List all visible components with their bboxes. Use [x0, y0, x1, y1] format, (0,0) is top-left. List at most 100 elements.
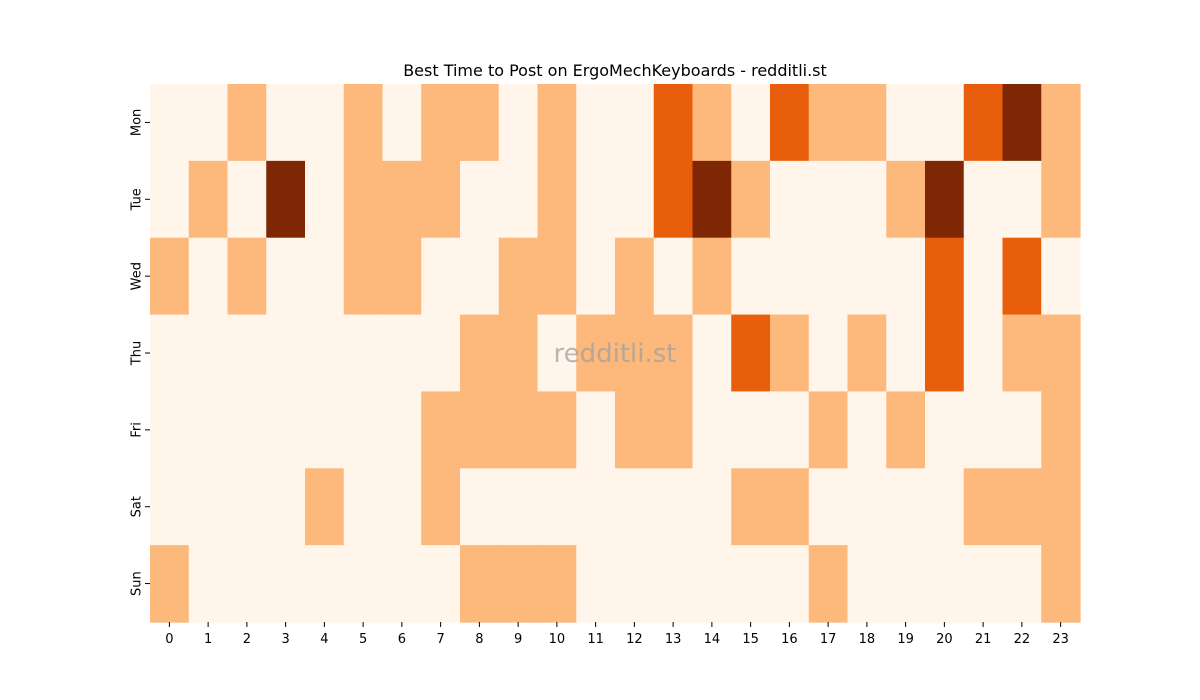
heatmap-cell-thu-7 [421, 314, 461, 393]
x-tick-label-14: 14 [704, 632, 721, 647]
heatmap-cell-sun-20 [925, 545, 965, 623]
x-tick-label-11: 11 [587, 632, 604, 647]
y-tick-label-mon: Mon [130, 109, 145, 136]
heatmap-cell-tue-4 [305, 160, 345, 239]
heatmap-cell-tue-22 [1002, 160, 1042, 239]
heatmap-cell-mon-11 [576, 84, 616, 162]
heatmap-cell-sat-1 [188, 468, 229, 546]
heatmap-cell-fri-13 [653, 391, 694, 469]
heatmap-cell-sun-14 [692, 545, 732, 623]
heatmap-cell-wed-13 [653, 237, 694, 316]
heatmap-cell-wed-23 [1041, 237, 1081, 316]
heatmap-cell-thu-23 [1041, 314, 1081, 393]
heatmap-cell-thu-5 [343, 314, 384, 393]
x-tick-label-12: 12 [626, 632, 643, 647]
heatmap-cell-tue-23 [1041, 160, 1081, 239]
heatmap-cell-sun-22 [1002, 545, 1042, 623]
heatmap-cell-sat-14 [692, 468, 732, 546]
heatmap-cell-fri-22 [1002, 391, 1042, 469]
heatmap-cell-wed-3 [266, 237, 306, 316]
x-tick-label-15: 15 [742, 632, 759, 647]
heatmap-cell-wed-7 [421, 237, 461, 316]
heatmap-cell-thu-11 [576, 314, 616, 393]
heatmap-cell-sat-19 [886, 468, 926, 546]
heatmap-cell-sun-4 [305, 545, 345, 623]
y-tick-label-sat: Sat [130, 496, 145, 517]
heatmap-cell-fri-2 [227, 391, 267, 469]
heatmap-cell-tue-10 [537, 160, 577, 239]
x-axis: 0 1 2 3 4 5 6 7 8 9 10 11 12 13 14 15 16 17 18 19 20 21 22 23 [165, 622, 1069, 647]
heatmap-cell-wed-6 [382, 237, 422, 316]
heatmap-cell-thu-14 [692, 314, 732, 393]
heatmap-cell-mon-23 [1041, 84, 1081, 162]
heatmap-cell-sun-9 [498, 545, 539, 623]
heatmap-cell-mon-2 [227, 84, 267, 162]
heatmap-cell-tue-20 [925, 160, 965, 239]
chart-title: Best Time to Post on ErgoMechKeyboards -… [403, 61, 827, 80]
heatmap-cell-thu-13 [653, 314, 694, 393]
heatmap-cell-tue-5 [343, 160, 384, 239]
x-tick-label-19: 19 [897, 632, 914, 647]
heatmap-cell-wed-16 [770, 237, 810, 316]
heatmap-cell-mon-4 [305, 84, 345, 162]
heatmap-cell-wed-5 [343, 237, 384, 316]
heatmap-cell-fri-21 [963, 391, 1004, 469]
heatmap-cell-tue-8 [460, 160, 500, 239]
x-tick-label-18: 18 [859, 632, 876, 647]
heatmap-cell-wed-20 [925, 237, 965, 316]
heatmap-cell-mon-16 [770, 84, 810, 162]
heatmap-cell-sun-15 [731, 545, 771, 623]
heatmap-cell-sat-10 [537, 468, 577, 546]
heatmap-cell-wed-2 [227, 237, 267, 316]
heatmap-cell-sun-6 [382, 545, 422, 623]
x-tick-label-16: 16 [781, 632, 798, 647]
heatmap-cell-fri-11 [576, 391, 616, 469]
heatmap-cell-mon-0 [150, 84, 190, 162]
heatmap-cell-sun-10 [537, 545, 577, 623]
y-tick-label-sun: Sun [130, 571, 145, 596]
heatmap-cell-fri-6 [382, 391, 422, 469]
heatmap-cell-wed-21 [963, 237, 1004, 316]
heatmap-cell-sun-12 [615, 545, 655, 623]
heatmap-cell-sun-18 [847, 545, 887, 623]
heatmap-cell-sat-23 [1041, 468, 1081, 546]
heatmap-cell-thu-17 [808, 314, 849, 393]
heatmap-cell-sun-11 [576, 545, 616, 623]
heatmap-cell-wed-14 [692, 237, 732, 316]
heatmap-cell-mon-19 [886, 84, 926, 162]
heatmap-cell-mon-12 [615, 84, 655, 162]
heatmap-cell-sat-16 [770, 468, 810, 546]
heatmap-cell-sat-21 [963, 468, 1004, 546]
heatmap-cell-tue-2 [227, 160, 267, 239]
heatmap-cell-sat-5 [343, 468, 384, 546]
heatmap-cell-fri-1 [188, 391, 229, 469]
heatmap-cell-sat-6 [382, 468, 422, 546]
heatmap-cell-fri-17 [808, 391, 849, 469]
heatmap-cell-sat-15 [731, 468, 771, 546]
heatmap-cell-sun-5 [343, 545, 384, 623]
heatmap-cell-mon-18 [847, 84, 887, 162]
heatmap-cell-mon-22 [1002, 84, 1042, 162]
heatmap-cell-fri-19 [886, 391, 926, 469]
x-tick-label-0: 0 [165, 632, 173, 647]
heatmap-cell-sat-4 [305, 468, 345, 546]
y-tick-label-fri: Fri [130, 422, 145, 438]
heatmap-cell-tue-6 [382, 160, 422, 239]
y-axis: Mon Tue Wed Thu Fri Sat Sun [130, 109, 150, 596]
heatmap-cell-thu-19 [886, 314, 926, 393]
heatmap-cell-fri-15 [731, 391, 771, 469]
heatmap-cell-tue-17 [808, 160, 849, 239]
heatmap-cell-wed-1 [188, 237, 229, 316]
heatmap-cell-mon-21 [963, 84, 1004, 162]
heatmap-cell-sat-9 [498, 468, 539, 546]
heatmap-cell-fri-7 [421, 391, 461, 469]
x-tick-label-9: 9 [514, 632, 522, 647]
heatmap-cell-thu-3 [266, 314, 306, 393]
heatmap-cell-fri-5 [343, 391, 384, 469]
heatmap-cell-thu-0 [150, 314, 190, 393]
heatmap-cell-mon-17 [808, 84, 849, 162]
x-tick-label-10: 10 [549, 632, 566, 647]
x-tick-label-7: 7 [436, 632, 444, 647]
heatmap-cell-tue-14 [692, 160, 732, 239]
x-tick-label-6: 6 [398, 632, 406, 647]
